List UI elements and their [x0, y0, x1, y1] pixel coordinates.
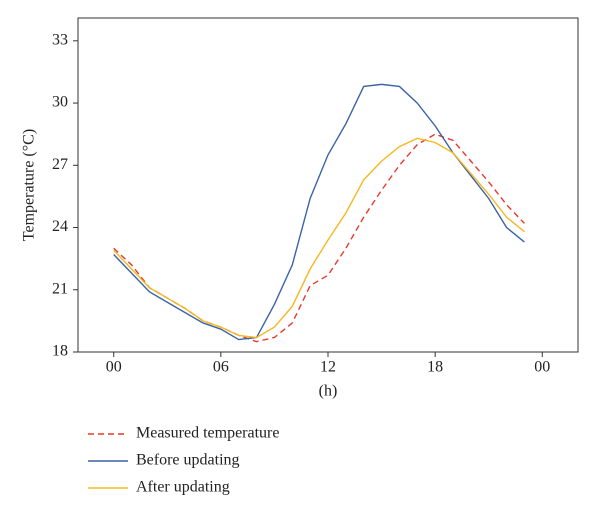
y-axis-label: Temperature (°C): [21, 129, 38, 241]
x-tick-label: 00: [106, 359, 122, 376]
plot-frame: [77, 17, 579, 353]
legend-label: Measured temperature: [136, 425, 279, 442]
legend-label: After updating: [136, 479, 230, 496]
y-tick-label: 24: [52, 218, 68, 235]
x-tick-label: 18: [427, 359, 443, 376]
x-tick-label: 06: [213, 359, 229, 376]
y-tick-label: 27: [52, 156, 68, 173]
y-tick-label: 21: [52, 280, 68, 297]
series-line: [113, 83, 525, 341]
x-tick-label: 12: [320, 359, 336, 376]
y-tick-label: 30: [52, 94, 68, 111]
x-tick-label: 00: [534, 359, 550, 376]
legend-label: Before updating: [136, 452, 240, 469]
series-line: [113, 137, 525, 339]
y-tick-label: 18: [52, 343, 68, 360]
x-axis-label: (h): [319, 383, 338, 400]
y-tick-label: 33: [52, 31, 68, 48]
